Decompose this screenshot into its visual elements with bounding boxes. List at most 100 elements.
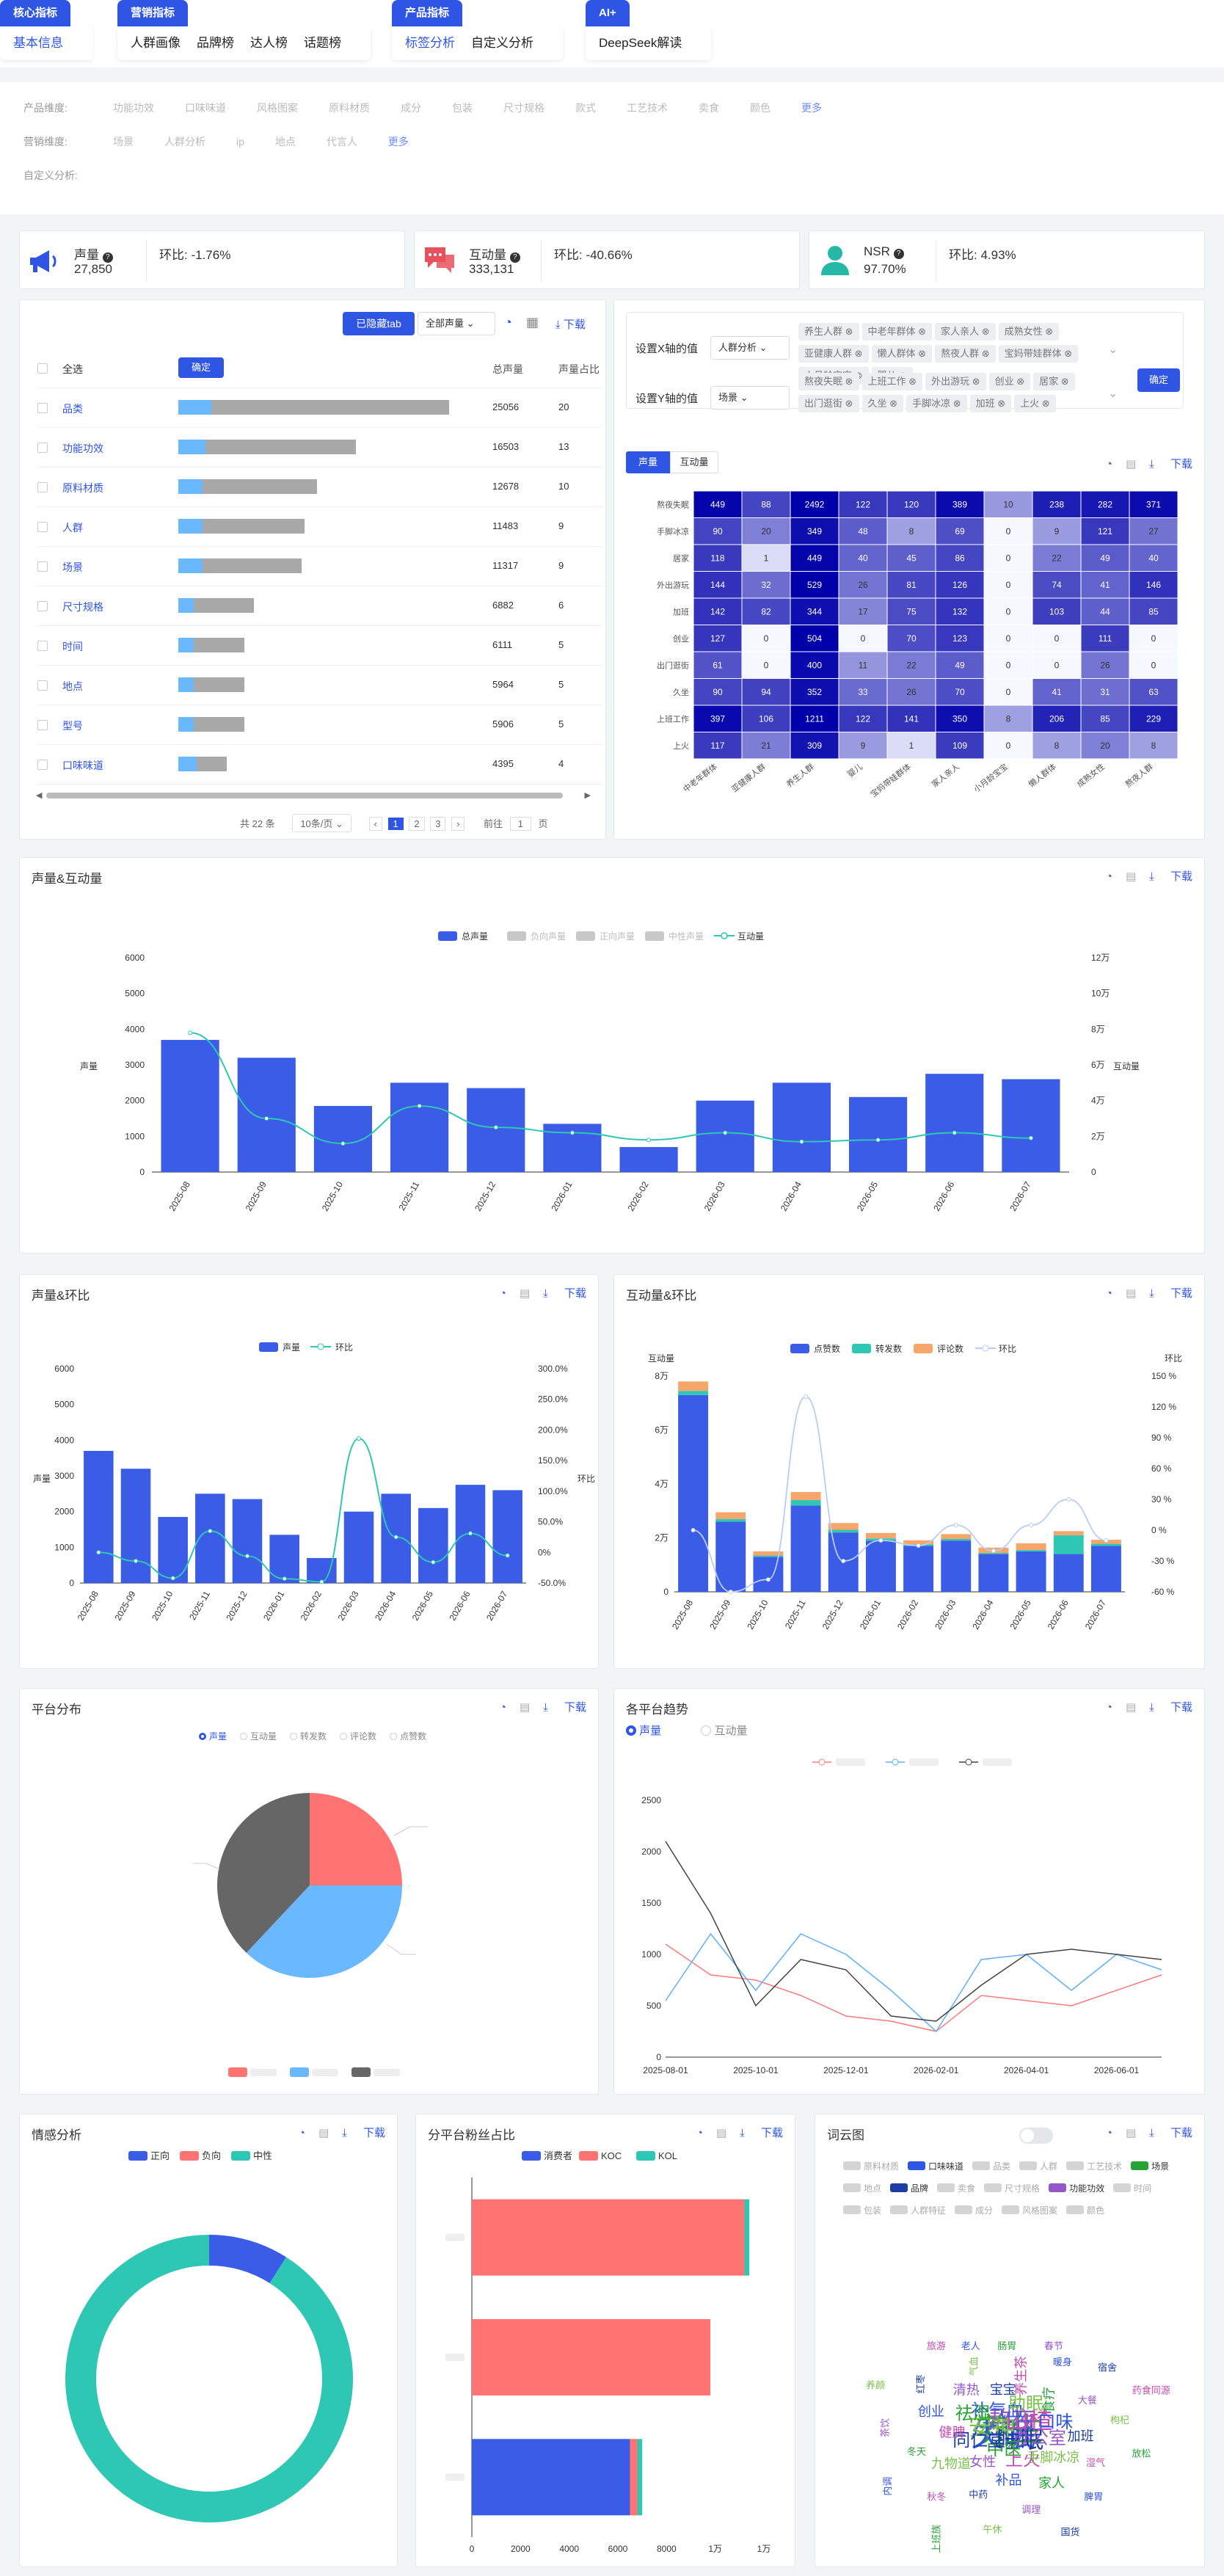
wordcloud-legend-item[interactable]: 人群 <box>1019 2155 1057 2177</box>
axis-confirm-button[interactable]: 确定 <box>1137 368 1180 392</box>
wordcloud-legend-item[interactable]: 颜色 <box>1066 2200 1104 2222</box>
pie-chart-icon[interactable]: ◔ <box>499 1287 506 1300</box>
wordcloud-legend-item[interactable]: 口味味道 <box>908 2155 963 2177</box>
nav-item[interactable]: DeepSeek解读 <box>599 36 682 50</box>
row-name[interactable]: 原料材质 <box>62 482 103 494</box>
x-axis-tag[interactable]: 熬夜人群 ⊗ <box>935 345 996 363</box>
page-size-select[interactable]: 10条/页 ⌄ <box>292 814 351 832</box>
row-checkbox[interactable] <box>37 720 48 730</box>
product-filter-item[interactable]: 风格图案 <box>257 102 298 114</box>
row-name[interactable]: 地点 <box>62 680 83 692</box>
y-axis-tag[interactable]: 加班 ⊗ <box>969 395 1012 412</box>
y-axis-tag[interactable]: 上火 ⊗ <box>1014 395 1056 412</box>
close-icon[interactable]: ⊗ <box>979 348 990 359</box>
pie-chart-icon[interactable]: ◔ <box>1105 1701 1112 1714</box>
x-axis-tag[interactable]: 中老年群体 ⊗ <box>861 323 933 341</box>
y-axis-tag[interactable]: 出门逛街 ⊗ <box>798 395 859 412</box>
pie-chart-icon[interactable]: ◔ <box>1105 870 1112 883</box>
nav-item[interactable]: 基本信息 <box>13 36 63 50</box>
nav-group-title[interactable]: 产品指标 <box>392 0 463 26</box>
pie-chart-icon[interactable]: ◔ <box>298 2127 305 2139</box>
download-button[interactable]: ⤓ 下载 <box>543 1287 586 1300</box>
pie-chart-icon[interactable]: ◔ <box>1105 2127 1112 2139</box>
help-icon[interactable]: ? <box>102 252 113 263</box>
y-axis-tag[interactable]: 创业 ⊗ <box>988 373 1031 390</box>
product-filter-item[interactable]: 原料材质 <box>329 102 370 114</box>
row-name[interactable]: 型号 <box>62 720 83 732</box>
row-checkbox[interactable] <box>37 522 48 532</box>
x-axis-tag[interactable]: 成熟女性 ⊗ <box>998 323 1060 341</box>
nav-item[interactable]: 达人榜 <box>250 36 288 50</box>
row-checkbox[interactable] <box>37 601 48 611</box>
close-icon[interactable]: ⊗ <box>994 398 1006 409</box>
wordcloud-legend-item[interactable]: 卖食 <box>937 2177 975 2200</box>
marketing-filter-item[interactable]: 代言人 <box>326 136 357 148</box>
wordcloud-legend-item[interactable]: 功能功效 <box>1049 2177 1104 2200</box>
confirm-button[interactable]: 确定 <box>178 357 224 378</box>
row-checkbox[interactable] <box>37 482 48 492</box>
product-filter-item[interactable]: 功能功效 <box>113 102 154 114</box>
platform-radio[interactable]: 互动量 <box>240 1731 277 1742</box>
chevron-down-icon[interactable]: ⌄ <box>1108 343 1118 356</box>
x-axis-tag[interactable]: 家人亲人 ⊗ <box>935 323 996 341</box>
nav-item[interactable]: 话题榜 <box>304 36 341 50</box>
radio-volume[interactable]: 声量 <box>626 1725 661 1737</box>
row-checkbox[interactable] <box>37 760 48 770</box>
table-icon[interactable]: ▤ <box>519 1701 531 1714</box>
close-icon[interactable]: ⊗ <box>842 326 853 337</box>
close-icon[interactable]: ⊗ <box>842 376 853 387</box>
product-filter-item[interactable]: 卖食 <box>699 102 719 114</box>
hidden-tab-button[interactable]: 已隐藏tab <box>343 312 415 335</box>
download-button[interactable]: ⤓ 下载 <box>740 2127 783 2139</box>
row-name[interactable]: 人群 <box>62 522 83 534</box>
nav-item[interactable]: 品牌榜 <box>197 36 234 50</box>
marketing-filter-item[interactable]: ip <box>236 136 244 148</box>
prev-page-button[interactable]: ‹ <box>368 817 382 831</box>
wordcloud-legend-item[interactable]: 场景 <box>1131 2155 1169 2177</box>
wordcloud-legend-item[interactable]: 尺寸规格 <box>984 2177 1040 2200</box>
goto-input[interactable]: 1 <box>509 817 531 831</box>
nav-item[interactable]: 标签分析 <box>405 36 455 50</box>
nav-item[interactable]: 人群画像 <box>131 36 181 50</box>
product-filter-item[interactable]: 口味味道 <box>185 102 226 114</box>
help-icon[interactable]: ? <box>893 249 904 259</box>
platform-radio[interactable]: 转发数 <box>290 1731 327 1742</box>
pie-chart-icon[interactable]: ◔ <box>1105 1287 1112 1300</box>
row-name[interactable]: 尺寸规格 <box>62 601 103 613</box>
product-filter-item[interactable]: 包装 <box>452 102 473 114</box>
y-axis-tag[interactable]: 外出游玩 ⊗ <box>925 373 986 390</box>
product-filter-item[interactable]: 款式 <box>575 102 596 114</box>
wordcloud-legend-item[interactable]: 品类 <box>972 2155 1010 2177</box>
close-icon[interactable]: ⊗ <box>1061 348 1073 359</box>
table-icon[interactable]: ▤ <box>519 1287 531 1300</box>
download-button[interactable]: ⤓ 下载 <box>1149 2127 1192 2139</box>
y-axis-select[interactable]: 场景 ⌄ <box>710 386 790 410</box>
table-icon[interactable]: ▤ <box>1125 1701 1137 1714</box>
row-name[interactable]: 时间 <box>62 641 83 652</box>
marketing-filter-item[interactable]: 场景 <box>113 136 134 148</box>
close-icon[interactable]: ⊗ <box>950 398 961 409</box>
download-button[interactable]: ⤓ 下载 <box>1149 1287 1192 1300</box>
download-button[interactable]: ⤓ 下载 <box>1149 870 1192 883</box>
close-icon[interactable]: ⊗ <box>915 326 927 337</box>
marketing-filter-item[interactable]: 人群分析 <box>164 136 205 148</box>
nav-item[interactable]: 自定义分析 <box>471 36 533 50</box>
row-checkbox[interactable] <box>37 561 48 572</box>
nav-group-title[interactable]: 营销指标 <box>117 0 189 26</box>
product-filter-item[interactable]: 成分 <box>401 102 421 114</box>
more-link[interactable]: 更多 <box>387 136 409 148</box>
close-icon[interactable]: ⊗ <box>969 376 980 387</box>
close-icon[interactable]: ⊗ <box>1039 398 1050 409</box>
radio-interaction[interactable]: 互动量 <box>701 1725 748 1737</box>
close-icon[interactable]: ⊗ <box>886 398 898 409</box>
download-button[interactable]: ⤓ 下载 <box>1149 458 1192 470</box>
download-button[interactable]: ⤓ 下载 <box>555 319 586 331</box>
wordcloud-toggle[interactable] <box>1019 2128 1053 2144</box>
wordcloud-legend-item[interactable]: 成分 <box>955 2200 993 2222</box>
product-filter-item[interactable]: 尺寸规格 <box>503 102 544 114</box>
platform-radio[interactable]: 声量 <box>199 1731 227 1742</box>
pie-chart-icon[interactable]: ◔ <box>499 1701 506 1714</box>
page-2[interactable]: 2 <box>409 817 425 831</box>
product-filter-item[interactable]: 工艺技术 <box>627 102 668 114</box>
close-icon[interactable]: ⊗ <box>979 326 990 337</box>
